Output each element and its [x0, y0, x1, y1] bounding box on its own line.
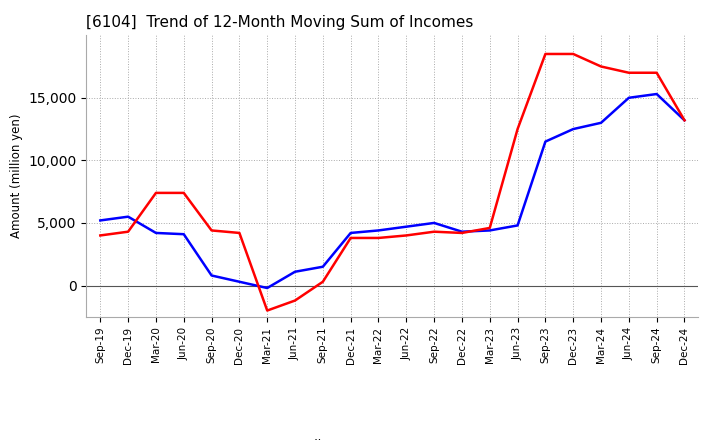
Ordinary Income — [96, 218, 104, 223]
Net Income — [318, 279, 327, 284]
Ordinary Income — [652, 92, 661, 97]
Ordinary Income — [680, 117, 689, 123]
Net Income — [513, 126, 522, 132]
Net Income — [291, 298, 300, 303]
Line: Ordinary Income: Ordinary Income — [100, 94, 685, 288]
Ordinary Income — [346, 230, 355, 235]
Ordinary Income — [430, 220, 438, 226]
Ordinary Income — [318, 264, 327, 269]
Net Income — [541, 51, 550, 57]
Ordinary Income — [235, 279, 243, 284]
Net Income — [402, 233, 410, 238]
Net Income — [624, 70, 633, 75]
Net Income — [179, 190, 188, 195]
Ordinary Income — [513, 223, 522, 228]
Net Income — [430, 229, 438, 235]
Net Income — [458, 230, 467, 235]
Line: Net Income: Net Income — [100, 54, 685, 311]
Y-axis label: Amount (million yen): Amount (million yen) — [10, 114, 23, 238]
Ordinary Income — [179, 231, 188, 237]
Ordinary Income — [541, 139, 550, 144]
Net Income — [652, 70, 661, 75]
Ordinary Income — [152, 230, 161, 235]
Net Income — [263, 308, 271, 313]
Ordinary Income — [458, 229, 467, 235]
Ordinary Income — [374, 228, 383, 233]
Ordinary Income — [402, 224, 410, 229]
Net Income — [235, 230, 243, 235]
Text: [6104]  Trend of 12-Month Moving Sum of Incomes: [6104] Trend of 12-Month Moving Sum of I… — [86, 15, 474, 30]
Ordinary Income — [485, 228, 494, 233]
Net Income — [124, 229, 132, 235]
Net Income — [485, 225, 494, 231]
Ordinary Income — [569, 126, 577, 132]
Ordinary Income — [624, 95, 633, 100]
Net Income — [346, 235, 355, 241]
Net Income — [569, 51, 577, 57]
Net Income — [96, 233, 104, 238]
Net Income — [597, 64, 606, 69]
Legend: Ordinary Income, Net Income: Ordinary Income, Net Income — [248, 434, 536, 440]
Net Income — [207, 228, 216, 233]
Ordinary Income — [291, 269, 300, 275]
Net Income — [374, 235, 383, 241]
Net Income — [680, 117, 689, 123]
Ordinary Income — [263, 286, 271, 291]
Ordinary Income — [207, 273, 216, 278]
Ordinary Income — [597, 120, 606, 125]
Ordinary Income — [124, 214, 132, 219]
Net Income — [152, 190, 161, 195]
